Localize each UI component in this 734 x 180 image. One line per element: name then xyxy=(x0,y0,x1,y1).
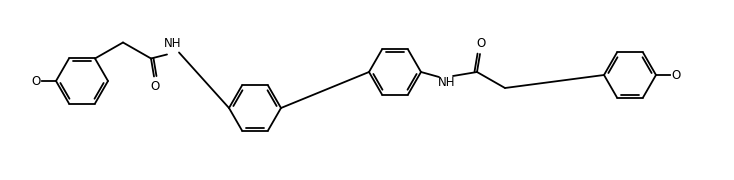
Text: O: O xyxy=(671,69,680,82)
Text: O: O xyxy=(150,80,159,93)
Text: O: O xyxy=(476,37,486,50)
Text: O: O xyxy=(32,75,41,87)
Text: NH: NH xyxy=(164,37,182,50)
Text: NH: NH xyxy=(438,76,456,89)
